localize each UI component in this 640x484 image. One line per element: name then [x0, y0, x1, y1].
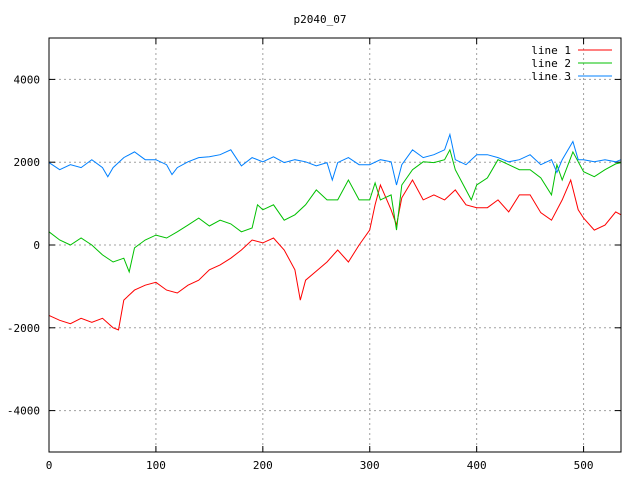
legend-label: line 2: [531, 57, 571, 70]
axis-ticks: 0 100 200 300 400 500 -4000 -2000 0 2000 4000: [7, 38, 621, 472]
chart-title: p2040_07: [294, 13, 347, 26]
x-tick-label: 500: [574, 459, 594, 472]
legend-label: line 1: [531, 44, 571, 57]
series-line-1: [48, 178, 622, 331]
y-tick-label: 2000: [14, 156, 41, 169]
y-tick-label: -2000: [7, 322, 40, 335]
x-tick-label: 0: [46, 459, 53, 472]
grid: [49, 38, 621, 452]
series-line-2: [48, 148, 622, 274]
y-tick-label: 4000: [14, 73, 41, 86]
y-tick-label: -4000: [7, 405, 40, 418]
x-tick-label: 200: [253, 459, 273, 472]
x-tick-label: 400: [467, 459, 487, 472]
series-lines: [48, 132, 622, 331]
series-line-3: [48, 132, 622, 186]
x-tick-label: 100: [146, 459, 166, 472]
x-tick-label: 300: [360, 459, 380, 472]
legend-label: line 3: [531, 70, 571, 83]
plot-border: [48, 37, 622, 453]
y-tick-label: 0: [33, 239, 40, 252]
